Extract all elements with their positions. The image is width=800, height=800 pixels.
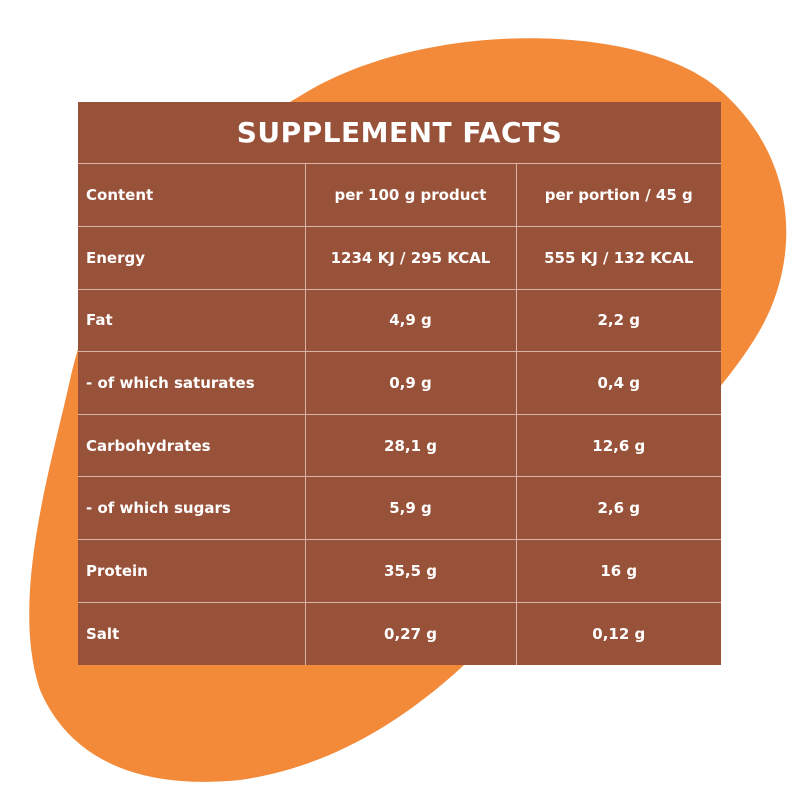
row-per-100g: 4,9 g xyxy=(304,289,516,353)
row-label: Carbohydrates xyxy=(78,414,305,478)
row-per-100g: 0,27 g xyxy=(304,602,516,665)
row-label: - of which saturates xyxy=(78,351,305,415)
row-label: Fat xyxy=(78,289,305,353)
row-label: - of which sugars xyxy=(78,476,305,541)
table-row: Energy 1234 KJ / 295 KCAL 555 KJ / 132 K… xyxy=(78,226,721,290)
row-per-portion: 12,6 g xyxy=(515,414,721,478)
header-content-label: Content xyxy=(78,164,305,228)
row-per-100g: 28,1 g xyxy=(304,414,516,478)
row-per-100g: 0,9 g xyxy=(304,351,516,415)
panel-title: SUPPLEMENT FACTS xyxy=(78,102,721,164)
table-header-row: Content per 100 g product per portion / … xyxy=(78,164,721,228)
row-per-portion: 0,12 g xyxy=(515,602,721,665)
row-per-portion: 555 KJ / 132 KCAL xyxy=(515,226,721,290)
table-row: Protein 35,5 g 16 g xyxy=(78,539,721,603)
table-row: Salt 0,27 g 0,12 g xyxy=(78,602,721,665)
table-row: Fat 4,9 g 2,2 g xyxy=(78,289,721,353)
table-row: - of which sugars 5,9 g 2,6 g xyxy=(78,476,721,541)
table-row: - of which saturates 0,9 g 0,4 g xyxy=(78,351,721,415)
header-per-portion: per portion / 45 g xyxy=(515,164,721,228)
row-per-portion: 0,4 g xyxy=(515,351,721,415)
row-per-100g: 35,5 g xyxy=(304,539,516,603)
row-per-portion: 16 g xyxy=(515,539,721,603)
row-per-100g: 1234 KJ / 295 KCAL xyxy=(304,226,516,290)
row-label: Salt xyxy=(86,624,120,643)
facts-table: Content per 100 g product per portion / … xyxy=(78,164,721,665)
row-per-portion: 2,6 g xyxy=(515,476,721,541)
row-per-portion: 2,2 g xyxy=(515,289,721,353)
table-row: Carbohydrates 28,1 g 12,6 g xyxy=(78,414,721,478)
header-per-100g: per 100 g product xyxy=(304,164,516,228)
row-label: Protein xyxy=(78,539,305,603)
row-label: Energy xyxy=(78,226,305,290)
supplement-facts-panel: SUPPLEMENT FACTS Content per 100 g produ… xyxy=(78,102,721,665)
row-per-100g: 5,9 g xyxy=(304,476,516,541)
